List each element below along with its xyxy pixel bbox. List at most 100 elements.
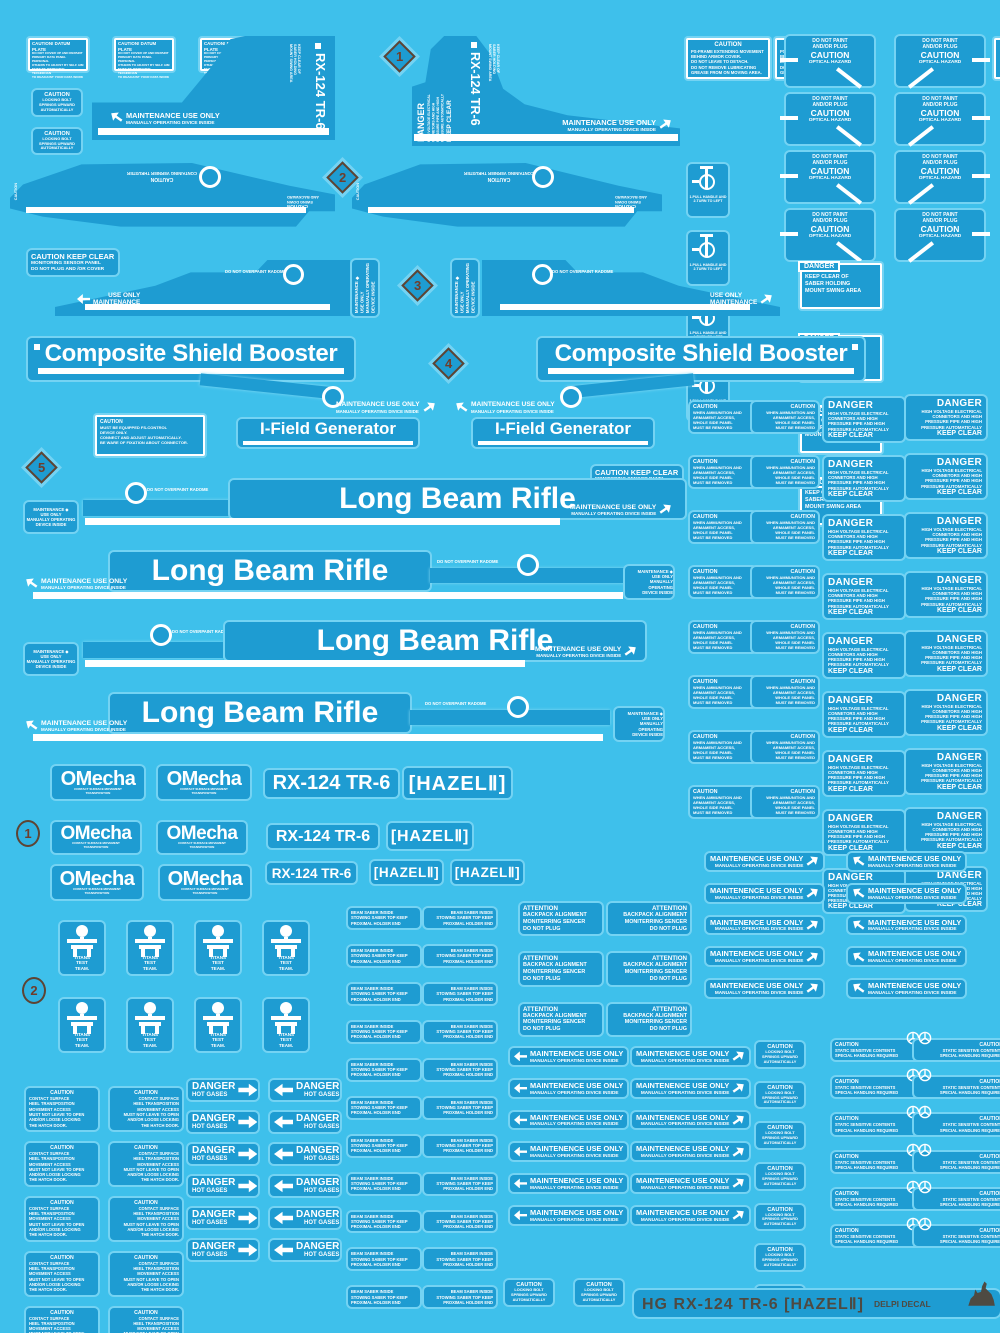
label-body: LOCKING BOLT SPRINGS UPWARD AUTOMATICALL…	[511, 1287, 547, 1302]
caution-ammunition-label: CAUTION WHEN AMMUNITION AND ARMAMENT ACC…	[690, 622, 756, 652]
emblem-bar	[203, 1016, 233, 1020]
label-line2: MANUALLY OPERATING DIVICE INSIDE	[868, 862, 957, 868]
label-body: CONTACT SURFACE HEEL TRANSPOSITION MOVEM…	[124, 1315, 179, 1333]
label-line2: MANUALLY OPERATING DIVICE INSIDE	[530, 1153, 619, 1159]
label-body: STATIC SENSITIVE CONTENTS SPECIAL HANDLI…	[835, 1085, 899, 1096]
caution-ammunition-label: CAUTION WHEN AMMUNITION AND ARMAMENT ACC…	[752, 622, 818, 652]
maintenence-lines: MAINTENENCE USE ONLY MANUALLY OPERATING D…	[636, 1145, 729, 1158]
rifle-title: Long Beam Rifle	[339, 482, 576, 515]
label-title: DANGER	[192, 1145, 236, 1156]
rx124-text: RX-124 TR-6	[275, 827, 371, 845]
maintenence-lines: MAINTENENCE USE ONLY MANUALLY OPERATING D…	[636, 1177, 729, 1190]
beam-saber-label: BEAM SABER INSIDE STOWING SABER TOP KEEP…	[348, 1249, 420, 1270]
ammunition-col-2: CAUTION WHEN AMMUNITION AND ARMAMENT ACC…	[752, 402, 818, 817]
label-body: HOT GASES	[192, 1188, 228, 1194]
label-footer: KEEP CLEAR	[937, 665, 982, 673]
titans-text: TITANS TEST TEAM.	[209, 955, 227, 971]
label-line2: MANUALLY OPERATING DIVICE INSIDE	[571, 511, 657, 517]
maintenence-col-mid-1: MAINTENENCE USE ONLY MANUALLY OPERATING D…	[510, 1048, 628, 1224]
label-title: DANGER	[192, 1209, 236, 1220]
label-line2: MANUALLY OPERATING DIVICE INSIDE	[714, 862, 804, 868]
label-body: WHEN AMMUNITION AND ARMAMENT ACCESS, WHO…	[766, 575, 815, 595]
emblem-leg	[155, 1022, 159, 1034]
beam-saber-col-1: BEAM SABER INSIDE STOWING SABER TOP KEEP…	[348, 908, 420, 1308]
caution-locking-bolt-label: CAUTION LOCKING BOLT SPRINGS UPWARD AUTO…	[756, 1163, 804, 1189]
maintenance-text: MAINTENANCE USE ONLY MANUALLY OPERATING D…	[110, 112, 220, 125]
label-body: BACKPACK ALIGNMENT MONITERRING SENCER DO…	[623, 912, 687, 932]
label-line2: MANUALLY OPERATING DIVICE INSIDE	[530, 1184, 619, 1190]
caution-static-sensitive-label: CAUTION STATIC SENSITIVE CONTENTS SPECIA…	[914, 1217, 1000, 1247]
label-line1: MAINTENANCE USE ONLY	[562, 118, 656, 128]
marker-number: 4	[444, 355, 453, 371]
marker-number: 1	[395, 48, 404, 64]
label-body: WHEN AMMUNITION AND ARMAMENT ACCESS, WHO…	[693, 685, 742, 705]
label-title: CAUTION	[586, 1282, 612, 1288]
label-footer: KEEP CLEAR	[828, 785, 873, 793]
caution-contact-surface-label: CAUTION CONTACT SURFACE HEEL TRANSPOSITI…	[26, 1307, 98, 1333]
marker-circle-1: 1	[16, 820, 40, 847]
beam-saber-label: BEAM SABER INSIDE STOWING SABER TOP KEEP…	[424, 1287, 496, 1308]
contact-surface-col-1: CAUTION CONTACT SURFACE HEEL TRANSPOSITI…	[26, 1088, 98, 1333]
label-footer: KEEP CLEAR	[828, 490, 873, 498]
label-title: ATTENTION	[652, 955, 687, 963]
hazel-name-plate: [HAZELⅡ]	[452, 861, 523, 884]
maintenence-label: MAINTENENCE USE ONLY MANUALLY OPERATING D…	[848, 853, 966, 870]
maintenence-col-mid-2: MAINTENENCE USE ONLY MANUALLY OPERATING D…	[632, 1048, 750, 1224]
emblem-leg	[141, 945, 145, 957]
danger-hot-gases-label: DANGER HOT GASES	[270, 1144, 340, 1164]
rifle-banner: Long Beam Rifle	[110, 552, 430, 590]
label-body: HOT GASES	[192, 1156, 228, 1162]
label-line1: DO NOT PAINT	[812, 38, 848, 44]
caution-vertical-text: CAUTION	[356, 183, 360, 201]
label-body: 1.PULL HANDLE AND 2.TURN TO LEFT	[689, 195, 727, 204]
maintenence-label: MAINTENENCE USE ONLY MANUALLY OPERATING D…	[848, 948, 966, 966]
radome-text: DO NOT OVERPAINT RADOME	[147, 487, 209, 492]
arrow-left-icon	[274, 1083, 293, 1098]
white-stripe	[33, 592, 623, 599]
omecha-text: OMecha	[167, 867, 243, 890]
label-body: STATIC SENSITIVE CONTENTS SPECIAL HANDLI…	[939, 1085, 1000, 1096]
maintenence-label: MAINTENENCE USE ONLY MANUALLY OPERATING D…	[848, 884, 966, 902]
danger-high-voltage-label: DANGER HIGH VOLTAGE ELECTRICAL CONNETORS…	[906, 749, 986, 793]
label-title: CAUTION	[767, 1044, 793, 1050]
beam-saber-label: BEAM SABER INSIDE STOWING SABER TOP KEEP…	[348, 1097, 420, 1118]
swoosh-line	[835, 67, 863, 89]
caution-static-sensitive-label: CAUTION STATIC SENSITIVE CONTENTS SPECIA…	[914, 1031, 1000, 1061]
label-line2: AND/OR PLUG	[812, 160, 848, 167]
static-trefoil-icon	[918, 1105, 932, 1124]
label-footer: KEEP CLEAR	[828, 844, 873, 852]
label-body: STATIC SENSITIVE CONTENTS SPECIAL HANDLI…	[835, 1159, 899, 1170]
arrow-icon	[731, 1080, 747, 1096]
static-trefoil-icon	[918, 1180, 932, 1199]
radome-circle	[283, 264, 304, 285]
label-caution: CAUTION	[920, 165, 960, 176]
label-footer: KEEP CLEAR	[828, 608, 873, 616]
titans-test-team-emblem: TITANS TEST TEAM.	[60, 999, 104, 1051]
label-line4: OPTICAL HAZARD	[918, 117, 962, 123]
handle-slot	[705, 244, 708, 256]
label-body: WHEN AMMUNITION AND ARMAMENT ACCESS, WHO…	[766, 410, 815, 430]
dash-line	[780, 58, 798, 62]
hot-gases-lines: DANGER HOT GASES	[296, 1114, 339, 1131]
label-line2: AND/OR PLUG	[922, 160, 958, 167]
vernier-text: CAUTION CONTAINING VERNIER THRUSTER	[127, 171, 197, 182]
caution-locking-bolt-label: CAUTION LOCKING BOLT SPRINGS UPWARD AUTO…	[756, 1204, 804, 1230]
rx124-text: RX-124 TR-6	[271, 865, 352, 881]
caution-ammunition-label: CAUTION WHEN AMMUNITION AND ARMAMENT ACC…	[690, 457, 756, 487]
label-title: CAUTION KEEP CLEAR	[31, 252, 115, 261]
caution-contact-surface-label: CAUTION CONTACT SURFACE HEEL TRANSPOSITI…	[26, 1088, 98, 1130]
caution-static-sensitive-label: CAUTION STATIC SENSITIVE CONTENTS SPECIA…	[832, 1217, 924, 1247]
connector-circle	[322, 386, 344, 408]
label-body: KEEP CLEAR OF SABER HOLDING MOUNT SWING …	[805, 274, 862, 294]
emblem-leg	[277, 945, 281, 957]
radome-circle	[507, 696, 529, 718]
label-body: MUST BE EQUIPPED FS-CONTROL DEVICE ONLY.…	[100, 425, 188, 445]
emblem-bar	[67, 939, 97, 943]
label-body: CONTACT SURFACE HEEL TRANSPOSITION MOVEM…	[123, 1096, 179, 1128]
static-trefoil-icon	[906, 1105, 920, 1124]
label-title: CAUTION	[790, 734, 815, 740]
label-title: CAUTION	[767, 1125, 793, 1132]
emblem-head	[76, 925, 88, 937]
label-caution: CAUTION	[810, 223, 850, 234]
